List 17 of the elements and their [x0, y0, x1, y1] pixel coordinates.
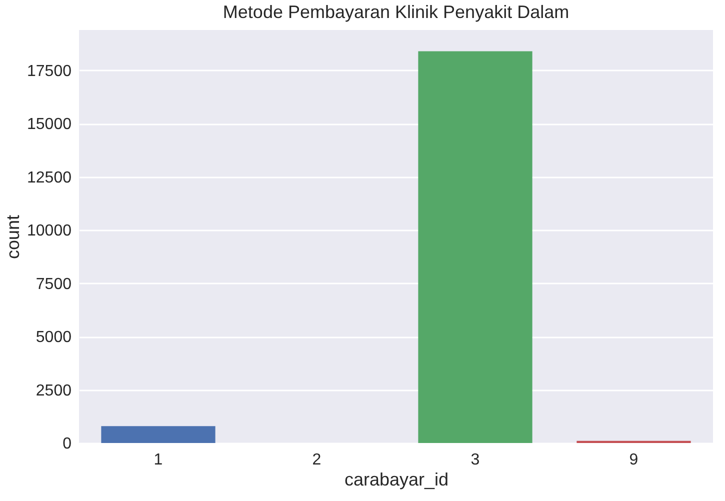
x-tick-label: 9 [629, 452, 638, 468]
bar [418, 51, 532, 443]
y-tick-label: 15000 [27, 116, 72, 134]
x-tick-label: 2 [312, 452, 322, 468]
y-tick-label: 0 [62, 436, 72, 452]
y-tick-label: 17500 [27, 62, 72, 80]
chart-title: Metode Pembayaran Klinik Penyakit Dalam [222, 2, 570, 22]
x-tick-label: 3 [470, 452, 480, 468]
bar [101, 426, 216, 443]
y-tick-label: 12500 [27, 169, 72, 186]
y-axis-title: count [3, 214, 24, 260]
y-tick-label: 10000 [27, 222, 72, 240]
y-tick-label: 7500 [36, 276, 72, 293]
x-axis-title: carabayar_id [344, 470, 449, 490]
y-tick-label: 2500 [36, 382, 72, 400]
y-tick-label: 5000 [36, 329, 72, 346]
x-tick-label: 1 [154, 452, 163, 468]
